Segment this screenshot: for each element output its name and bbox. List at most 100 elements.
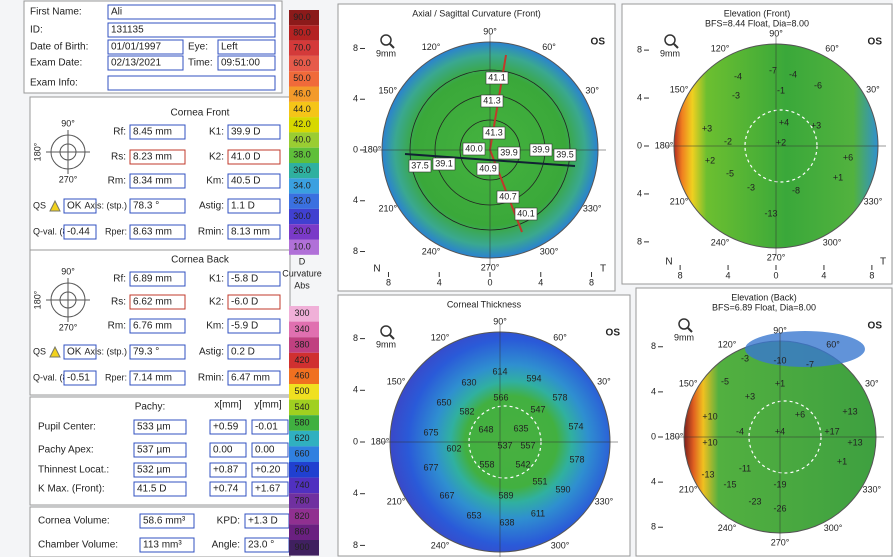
label: -5 <box>721 376 729 386</box>
label: 44.0 <box>293 104 311 114</box>
label: -4 <box>789 69 797 79</box>
value-tag <box>432 157 456 171</box>
label: +3 <box>745 391 755 401</box>
label: 8 <box>353 246 358 256</box>
scale-cell <box>289 384 319 400</box>
label: 4 <box>353 488 358 498</box>
value-box <box>209 462 247 478</box>
value-box <box>107 75 276 91</box>
value-box <box>129 294 186 310</box>
label: +17 <box>824 426 839 436</box>
value: 41.0 D <box>231 152 260 163</box>
label: -5 <box>726 168 734 178</box>
value-box <box>209 419 247 435</box>
value: OK <box>67 201 82 212</box>
label: Km: <box>206 321 224 332</box>
label: -2 <box>724 136 732 146</box>
label: 120° <box>431 332 450 342</box>
value-box <box>129 173 186 189</box>
value-box <box>107 39 184 55</box>
label: 9mm <box>674 332 694 342</box>
label: -6 <box>814 80 822 90</box>
label: 330° <box>595 496 614 506</box>
value-box <box>129 271 186 287</box>
label: 39.5 <box>556 149 574 159</box>
label: 39.1 <box>435 158 453 168</box>
label: 36.0 <box>293 165 311 175</box>
value: 8.23 mm <box>133 152 172 163</box>
value-box <box>129 318 186 334</box>
value: 23.0 ° <box>248 540 274 551</box>
label: Cornea Back <box>171 255 230 266</box>
label: 700 <box>294 464 309 474</box>
label: 8 <box>651 341 656 351</box>
scale-cell <box>289 193 319 209</box>
label: -10 <box>773 355 786 365</box>
label: BFS=8.44 Float, Dia=8.00 <box>705 18 809 28</box>
label: Rf: <box>113 274 126 285</box>
label: 330° <box>864 196 883 206</box>
label: 46.0 <box>293 89 311 99</box>
value: 0.2 D <box>231 347 255 358</box>
label: 300° <box>540 247 559 257</box>
label: N <box>665 257 672 268</box>
label: Axis: (stp.) <box>84 346 127 356</box>
value-tag <box>485 71 509 85</box>
label: 41.1 <box>488 72 506 82</box>
label: 0 <box>637 140 642 150</box>
value-box <box>63 344 97 360</box>
label: First Name: <box>30 7 82 18</box>
scale-cell <box>289 163 319 179</box>
label: +13 <box>847 437 862 447</box>
label: Astig: <box>199 347 224 358</box>
label: 4 <box>651 476 656 486</box>
value: 6.89 mm <box>133 274 172 285</box>
value-tag <box>462 142 486 156</box>
label: 630 <box>461 377 476 387</box>
label: 30° <box>585 85 599 95</box>
value-box <box>209 481 247 497</box>
label: 620 <box>294 433 309 443</box>
label: 180° <box>32 290 42 309</box>
label: 60.0 <box>293 58 311 68</box>
label: 460 <box>294 371 309 381</box>
label: -3 <box>741 353 749 363</box>
value-box <box>107 22 276 38</box>
zoom-icon <box>687 327 693 333</box>
value-box <box>63 198 97 214</box>
value-box <box>107 55 184 71</box>
scale-cell <box>289 10 319 26</box>
label: 60° <box>826 340 840 350</box>
label: Cornea Front <box>171 108 230 119</box>
value: Left <box>221 42 238 53</box>
scale-cell <box>289 147 319 163</box>
scale-cell <box>289 430 319 447</box>
label: 270° <box>767 252 786 262</box>
value: +1.3 D <box>248 516 278 527</box>
value: 78.3 ° <box>133 201 159 212</box>
label: N <box>373 264 380 275</box>
label: 60° <box>825 43 839 53</box>
label: Rs: <box>111 152 126 163</box>
value-box <box>227 271 281 287</box>
label: 300 <box>294 308 309 318</box>
label: 80.0 <box>293 27 311 37</box>
label: 210° <box>378 203 397 213</box>
label: 660 <box>294 449 309 459</box>
label: 50.0 <box>293 73 311 83</box>
value: 8.63 mm <box>133 227 172 238</box>
scale-cell <box>289 40 319 56</box>
label: 39.9 <box>500 147 518 157</box>
label: 9mm <box>660 48 680 58</box>
label: -23 <box>748 496 761 506</box>
value-box <box>129 198 186 214</box>
label: 8 <box>678 270 683 280</box>
label: +3 <box>811 120 821 130</box>
scale-cell <box>289 321 319 338</box>
label: 90° <box>61 118 75 128</box>
label: -4 <box>736 426 744 436</box>
label: 780 <box>294 495 309 505</box>
label: K1: <box>209 274 224 285</box>
label: 40.0 <box>465 143 483 153</box>
value: 41.5 D <box>137 484 166 495</box>
